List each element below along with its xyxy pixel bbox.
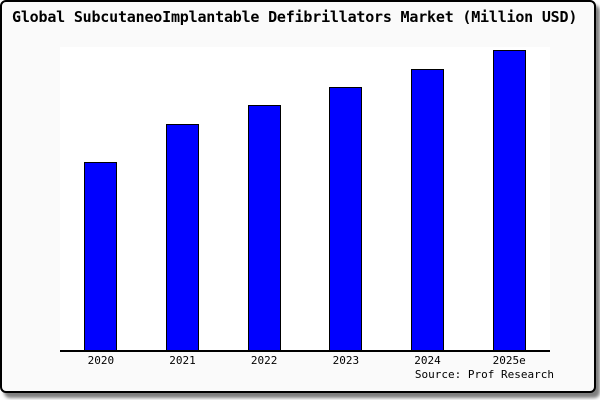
- plot-area: [60, 47, 550, 352]
- x-tick-label-2025e: 2025e: [492, 354, 526, 367]
- chart-title: Global SubcutaneoImplantable Defibrillat…: [12, 8, 578, 26]
- x-tick-label-2024: 2024: [414, 354, 441, 367]
- x-tick-label-2023: 2023: [332, 354, 360, 367]
- x-axis-labels: 2020 2021 2022 2023 2024 2025e: [60, 354, 550, 367]
- bar-slot-2025e: [468, 47, 550, 350]
- x-tick-label-2022: 2022: [250, 354, 278, 367]
- bar-slot-2022: [223, 47, 305, 350]
- bar-2023: [329, 87, 363, 350]
- bar-slot-2021: [142, 47, 224, 350]
- bars-container: [60, 47, 550, 350]
- bar-2020: [84, 162, 118, 350]
- bar-slot-2020: [60, 47, 142, 350]
- bar-slot-2024: [387, 47, 469, 350]
- bar-2025e: [492, 50, 526, 350]
- chart-window: Global SubcutaneoImplantable Defibrillat…: [0, 0, 596, 393]
- bar-2021: [166, 124, 199, 350]
- bar-2024: [411, 69, 445, 350]
- source-credit: Source: Prof Research: [414, 368, 554, 381]
- x-tick-label-2020: 2020: [87, 354, 115, 367]
- bar-slot-2023: [305, 47, 387, 350]
- x-tick-label-2021: 2021: [169, 354, 196, 367]
- bar-2022: [247, 105, 281, 350]
